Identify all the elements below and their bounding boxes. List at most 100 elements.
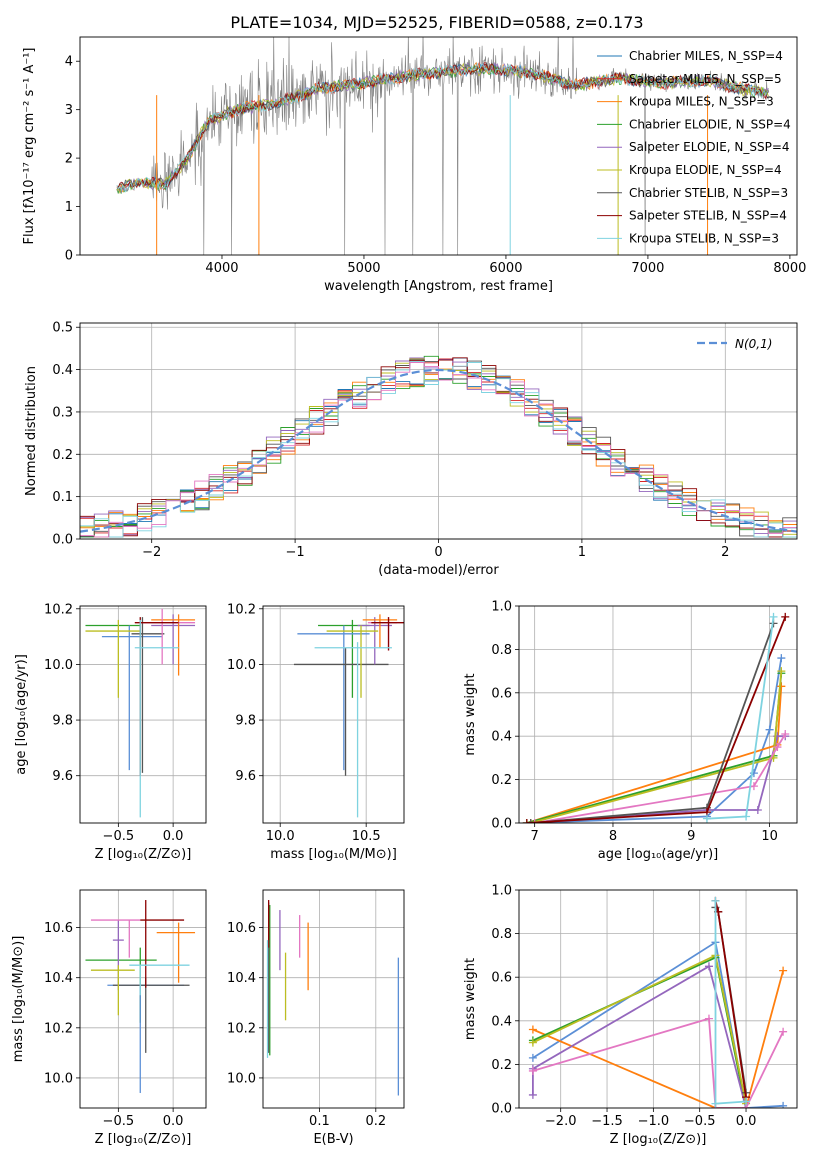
y-axis-label: mass weight xyxy=(463,958,478,1040)
legend-label: Kroupa MILES, N_SSP=3 xyxy=(629,95,774,109)
mass-weight-marker xyxy=(528,1053,537,1062)
x-tick-label: 6000 xyxy=(489,261,522,276)
mass-weight-marker xyxy=(704,1014,713,1023)
model-spectrum-line xyxy=(116,61,769,190)
x-axis-label: wavelength [Angstrom, rest frame] xyxy=(324,279,553,294)
mass-weight-marker xyxy=(530,819,539,823)
plot-area-spectrum xyxy=(116,37,769,255)
x-tick-label: −1.5 xyxy=(591,1114,623,1129)
errorbar-point xyxy=(101,625,163,771)
mass-weight-line xyxy=(526,673,783,823)
mass-weight-marker xyxy=(749,782,758,791)
plot-area-massweight_vs_Z xyxy=(528,896,788,1108)
plot-area-residuals xyxy=(80,355,797,538)
mass-weight-marker xyxy=(526,819,535,823)
mass-weight-marker xyxy=(702,814,711,823)
y-tick-label: 0.2 xyxy=(52,448,73,463)
x-tick-label: −2 xyxy=(142,545,161,560)
x-tick-label: 0.0 xyxy=(736,1114,757,1129)
mass-weight-line xyxy=(526,616,787,823)
legend: Chabrier MILES, N_SSP=4 Salpeter MILES, N… xyxy=(597,49,791,245)
errorbar-point xyxy=(140,900,185,988)
y-tick-label: 0.0 xyxy=(491,1102,512,1117)
mass-weight-marker xyxy=(779,966,788,975)
y-tick-label: 9.6 xyxy=(235,769,256,784)
x-tick-label: 4000 xyxy=(205,261,238,276)
chart-panel-residuals: −2 −1 0 1 2 0.0 0.1 0.2 0.3 0.4 0.5 (data-model)/er… xyxy=(24,321,798,578)
mass-weight-marker xyxy=(528,1025,537,1034)
mass-weight-marker xyxy=(781,612,790,621)
mass-weight-marker xyxy=(711,896,720,905)
x-tick-label: −0.5 xyxy=(684,1114,716,1129)
x-tick-label: 10 xyxy=(761,829,778,844)
x-tick-label: 10.0 xyxy=(266,829,295,844)
mass-weight-line xyxy=(532,964,747,1108)
mass-weight-marker xyxy=(528,1038,537,1047)
errorbar-point xyxy=(156,922,196,983)
x-axis-label: Z [log₁₀(Z/Z⊙)] xyxy=(95,1132,192,1147)
mass-weight-line xyxy=(534,733,787,823)
y-axis-label: age [log₁₀(age/yr)] xyxy=(14,654,29,775)
mass-weight-marker xyxy=(781,730,790,739)
chart-panels: 4000 5000 6000 7000 8000 0 1 2 3 4 wavelength [Ang… xyxy=(11,36,806,1147)
y-tick-label: 9.8 xyxy=(52,714,73,729)
y-tick-label: 1.0 xyxy=(491,884,512,899)
errorbar-point xyxy=(314,642,392,818)
legend-label: Chabrier ELODIE, N_SSP=4 xyxy=(629,117,791,131)
mass-weight-marker xyxy=(753,805,762,814)
axes-frame xyxy=(79,36,798,256)
x-axis-label: E(B-V) xyxy=(313,1132,353,1147)
mass-weight-marker xyxy=(777,682,786,691)
y-tick-label: 10.0 xyxy=(227,658,256,673)
x-tick-label: 10.5 xyxy=(352,829,381,844)
y-axis-label: Normed distribution xyxy=(24,366,39,496)
errorbar-point xyxy=(85,624,141,693)
plot-area-mass_vs_EBV xyxy=(266,900,400,1096)
y-tick-label: 1.0 xyxy=(491,600,512,615)
y-tick-label: 2 xyxy=(65,152,73,167)
mass-weight-marker xyxy=(528,1090,537,1099)
y-tick-label: 0.0 xyxy=(52,533,73,548)
y-tick-label: 0.1 xyxy=(52,490,73,505)
y-tick-label: 10.4 xyxy=(44,971,73,986)
y-tick-label: 0.2 xyxy=(491,1058,512,1073)
x-tick-label: 7 xyxy=(531,829,539,844)
chart-panel-spectrum: 4000 5000 6000 7000 8000 0 1 2 3 4 wavelength [Ang… xyxy=(22,36,806,294)
mass-weight-line xyxy=(526,657,783,823)
residual-histogram-step xyxy=(80,358,797,538)
chart-panel-massweight_vs_age: 7 8 9 10 0.0 0.2 0.4 0.6 0.8 1.0 age [log₁₀(age/yr… xyxy=(463,600,798,862)
plot-area-age_vs_mass xyxy=(293,614,404,818)
x-tick-label: 8 xyxy=(609,829,617,844)
errorbar-point xyxy=(357,617,392,665)
x-tick-label: 0.2 xyxy=(365,1114,386,1129)
mass-weight-marker xyxy=(742,1097,751,1106)
y-tick-label: 9.8 xyxy=(235,714,256,729)
errorbar-point xyxy=(326,625,379,698)
y-tick-label: 4 xyxy=(65,55,73,70)
mass-weight-marker xyxy=(711,1099,720,1108)
mass-weight-line xyxy=(532,1017,784,1108)
mass-weight-line xyxy=(532,970,784,1108)
x-axis-label: (data-model)/error xyxy=(378,563,499,578)
x-tick-label: 0.0 xyxy=(163,829,184,844)
x-tick-label: 2 xyxy=(721,545,729,560)
y-tick-label: 9.6 xyxy=(52,769,73,784)
gaussian-reference-line xyxy=(80,368,797,533)
mass-weight-marker xyxy=(769,612,778,621)
y-tick-label: 0.8 xyxy=(491,927,512,942)
mass-weight-marker xyxy=(779,1027,788,1036)
y-tick-label: 10.2 xyxy=(227,602,256,617)
axes-frame xyxy=(518,889,798,1109)
plot-area-mass_vs_Z xyxy=(85,900,196,1093)
errorbar-point xyxy=(129,964,190,996)
axes-frame xyxy=(79,889,207,1109)
legend-label: N(0,1) xyxy=(735,337,772,351)
x-tick-label: 0 xyxy=(434,545,442,560)
plot-area-massweight_vs_age xyxy=(522,612,790,823)
y-tick-label: 0.5 xyxy=(52,321,73,336)
errorbar-point xyxy=(85,619,141,698)
errorbar-point xyxy=(131,617,165,773)
x-axis-label: Z [log₁₀(Z/Z⊙)] xyxy=(95,847,192,862)
x-axis-label: mass [log₁₀(M/M⊙)] xyxy=(270,847,397,862)
y-tick-label: 10.0 xyxy=(44,1071,73,1086)
